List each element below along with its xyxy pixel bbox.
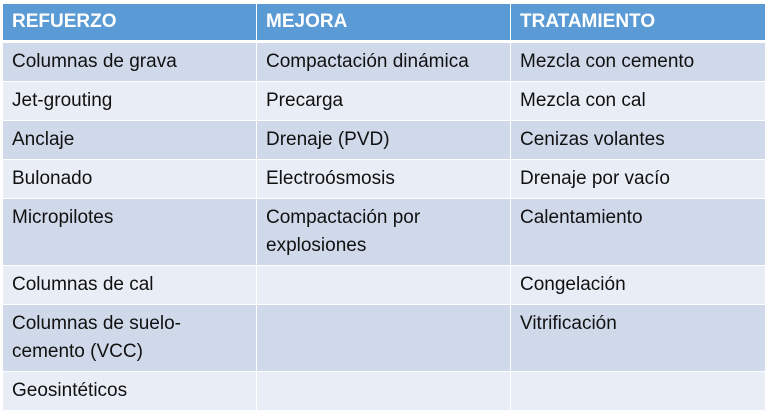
table-cell: Compactación dinámica — [256, 41, 511, 82]
table-row: Bulonado Electroósmosis Drenaje por vacío — [2, 159, 766, 199]
table-cell: Compactación por explosiones — [256, 198, 511, 266]
table-cell: Jet-grouting — [2, 81, 257, 121]
table-cell: Electroósmosis — [256, 159, 511, 199]
table-row: Anclaje Drenaje (PVD) Cenizas volantes — [2, 120, 766, 160]
table-cell: Anclaje — [2, 120, 257, 160]
header-row: REFUERZO MEJORA TRATAMIENTO — [2, 3, 766, 43]
table-cell: Columnas de cal — [2, 265, 257, 305]
table-cell — [256, 265, 511, 305]
table-cell — [510, 371, 766, 411]
table-cell: Mezcla con cal — [510, 81, 766, 121]
table-cell: Mezcla con cemento — [510, 41, 766, 82]
table-cell: Cenizas volantes — [510, 120, 766, 160]
table-cell: Columnas de grava — [2, 41, 257, 82]
header-tratamiento: TRATAMIENTO — [510, 3, 766, 43]
table-cell: Drenaje (PVD) — [256, 120, 511, 160]
table-cell: Columnas de suelo-cemento (VCC) — [2, 304, 257, 372]
table-row: Jet-grouting Precarga Mezcla con cal — [2, 81, 766, 121]
table-cell: Precarga — [256, 81, 511, 121]
table-cell: Drenaje por vacío — [510, 159, 766, 199]
table-cell: Micropilotes — [2, 198, 257, 266]
table-row: Micropilotes Compactación por explosiones… — [2, 198, 766, 266]
table-row: Columnas de suelo-cemento (VCC) Vitrifica… — [2, 304, 766, 372]
table-cell: Congelación — [510, 265, 766, 305]
header-refuerzo: REFUERZO — [2, 3, 257, 43]
soil-techniques-table: REFUERZO MEJORA TRATAMIENTO Columnas de … — [2, 3, 766, 411]
table-cell: Vitrificación — [510, 304, 766, 372]
table-cell — [256, 371, 511, 411]
table-cell: Bulonado — [2, 159, 257, 199]
table-row: Columnas de grava Compactación dinámica Me… — [2, 41, 766, 82]
table-row: Columnas de cal Congelación — [2, 265, 766, 305]
table-cell: Geosintéticos — [2, 371, 257, 411]
header-mejora: MEJORA — [256, 3, 511, 43]
table-cell — [256, 304, 511, 372]
table-row: Geosintéticos — [2, 371, 766, 411]
table-cell: Calentamiento — [510, 198, 766, 266]
